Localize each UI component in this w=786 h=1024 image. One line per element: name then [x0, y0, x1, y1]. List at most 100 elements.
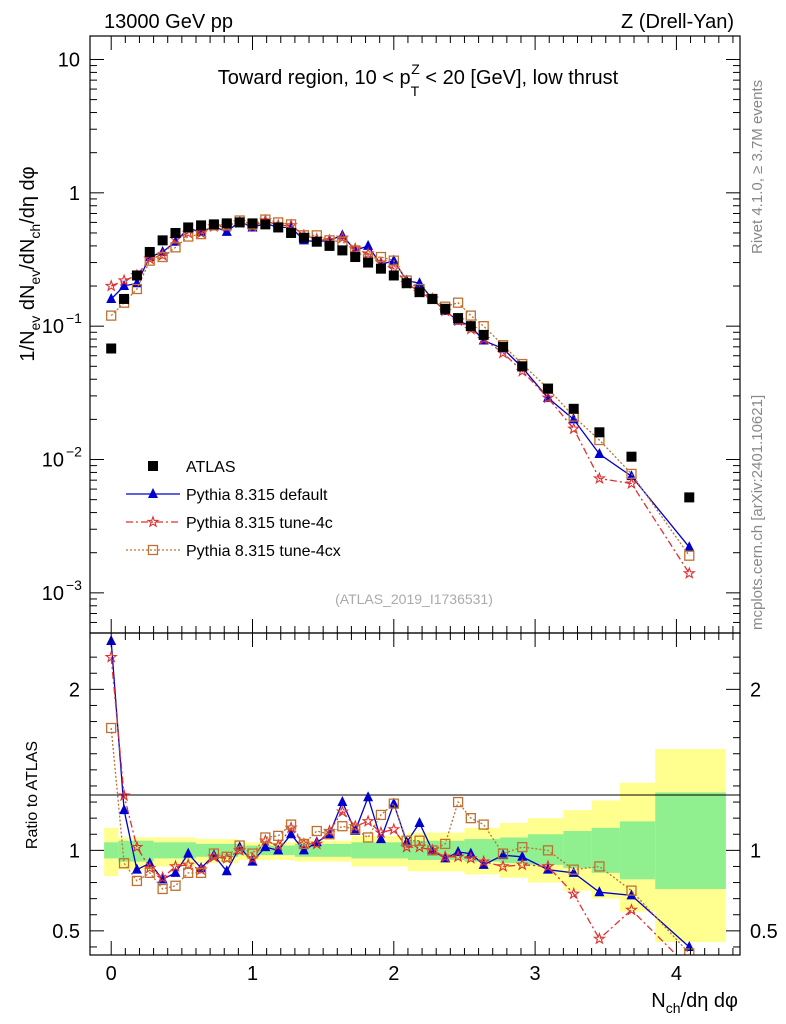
- main-point-atlas: [498, 341, 509, 352]
- rivet-version: Rivet 4.1.0, ≥ 3.7M events: [749, 80, 766, 254]
- ratio-point-pythia-8-315-default: [594, 886, 605, 897]
- ratio-axis-ticks: [90, 633, 740, 955]
- main-point-atlas: [337, 245, 348, 256]
- main-point-pythia-8-315-tune-4c: [592, 471, 606, 485]
- ratio-line-pythia-8-315-default: [110, 641, 690, 948]
- main-y-tick-label: 10: [42, 316, 64, 338]
- ratio-point-pythia-8-315-tune-4c: [310, 837, 324, 850]
- header-right: Z (Drell-Yan): [621, 11, 734, 33]
- ratio-point-pythia-8-315-default: [626, 889, 637, 900]
- main-point-atlas: [119, 293, 130, 304]
- main-y-tick-exponent: −2: [66, 444, 82, 460]
- ratio-point-pythia-8-315-tune-4c: [387, 822, 401, 836]
- main-point-atlas: [144, 246, 155, 257]
- ratio-point-pythia-8-315-default: [170, 866, 181, 877]
- ratio-point-pythia-8-315-tune-4cx: [478, 819, 489, 830]
- ratio-point-pythia-8-315-tune-4cx: [131, 875, 143, 887]
- main-y-tick-label: 10: [58, 49, 80, 71]
- ratio-point-pythia-8-315-default: [260, 841, 271, 852]
- main-point-pythia-8-315-tune-4c: [284, 218, 298, 231]
- ratio-point-pythia-8-315-tune-4cx: [324, 829, 335, 840]
- ratio-y-tick-label-left: 0.5: [52, 921, 80, 943]
- ratio-point-pythia-8-315-default: [363, 791, 374, 802]
- legend-marker-pythia-8-315-default: [148, 488, 158, 498]
- ratio-point-pythia-8-315-tune-4cx: [118, 858, 130, 869]
- main-y-axis-label: 1/Nev dNev/dNch/dη dφ: [17, 166, 43, 361]
- ratio-point-pythia-8-315-tune-4cx: [350, 824, 361, 835]
- main-point-atlas: [401, 278, 412, 289]
- ratio-point-pythia-8-315-tune-4cx: [234, 840, 245, 851]
- main-point-pythia-8-315-tune-4cx: [465, 310, 476, 321]
- ratio-point-pythia-8-315-tune-4c: [624, 903, 639, 916]
- mcplots-credit: mcplots.cern.ch [arXiv:2401.10621]: [749, 395, 766, 630]
- ratio-point-pythia-8-315-tune-4cx: [273, 830, 284, 842]
- ratio-y-tick-label-right: 1: [750, 840, 761, 862]
- ratio-point-pythia-8-315-tune-4c: [220, 851, 234, 864]
- main-point-atlas: [517, 361, 528, 372]
- legend-marker-atlas: [148, 461, 158, 471]
- main-point-atlas: [131, 270, 142, 281]
- ratio-point-pythia-8-315-tune-4cx: [144, 867, 155, 879]
- main-point-pythia-8-315-tune-4cx: [375, 251, 387, 263]
- main-point-atlas: [273, 222, 284, 233]
- main-point-atlas: [363, 257, 374, 268]
- analysis-id: (ATLAS_2019_I1736531): [335, 591, 493, 607]
- ratio-point-pythia-8-315-tune-4cx: [247, 848, 258, 859]
- ratio-point-pythia-8-315-tune-4c: [541, 859, 555, 873]
- main-point-atlas: [106, 343, 117, 354]
- main-point-atlas: [157, 235, 168, 246]
- ratio-point-pythia-8-315-default: [221, 865, 232, 876]
- ratio-point-pythia-8-315-tune-4cx: [684, 948, 695, 955]
- ratio-point-pythia-8-315-tune-4cx: [157, 883, 168, 895]
- ratio-point-pythia-8-315-tune-4cx: [170, 880, 181, 891]
- ratio-band-inner: [351, 842, 408, 859]
- main-point-atlas: [221, 218, 232, 229]
- ratio-point-pythia-8-315-tune-4cx: [594, 861, 605, 872]
- main-point-atlas: [626, 451, 637, 462]
- ratio-point-pythia-8-315-tune-4c: [284, 820, 298, 834]
- ratio-point-pythia-8-315-tune-4c: [361, 814, 375, 827]
- main-point-pythia-8-315-tune-4c: [567, 421, 581, 435]
- ratio-point-pythia-8-315-tune-4cx: [260, 832, 271, 843]
- main-point-atlas: [247, 218, 258, 229]
- main-y-tick-label: 10: [42, 583, 64, 605]
- main-y-tick-label: 10: [42, 450, 64, 472]
- main-point-pythia-8-315-tune-4cx: [684, 550, 695, 561]
- ratio-point-pythia-8-315-tune-4c: [181, 857, 195, 871]
- main-point-atlas: [478, 329, 489, 340]
- ratio-band-inner: [619, 821, 656, 880]
- ratio-point-pythia-8-315-tune-4cx: [465, 813, 476, 824]
- ratio-point-pythia-8-315-tune-4c: [143, 861, 157, 874]
- ratio-point-pythia-8-315-tune-4c: [592, 931, 607, 945]
- ratio-x-tick-label: 1: [247, 963, 258, 985]
- ratio-x-tick-label: 3: [530, 963, 541, 985]
- ratio-point-pythia-8-315-tune-4cx: [362, 832, 374, 843]
- main-point-pythia-8-315-tune-4c: [117, 273, 131, 287]
- ratio-point-pythia-8-315-tune-4c: [104, 650, 118, 663]
- ratio-point-pythia-8-315-tune-4c: [567, 886, 581, 900]
- main-title: Toward region, 10 < pTZ < 20 [GeV], low …: [218, 61, 619, 99]
- ratio-point-pythia-8-315-tune-4c: [258, 833, 273, 847]
- main-point-atlas: [234, 217, 245, 228]
- ratio-point-pythia-8-315-tune-4cx: [452, 796, 464, 808]
- ratio-point-pythia-8-315-default: [298, 844, 309, 855]
- main-point-pythia-8-315-default: [684, 541, 695, 552]
- ratio-point-pythia-8-315-tune-4cx: [375, 809, 387, 821]
- main-point-pythia-8-315-tune-4cx: [388, 255, 399, 266]
- main-point-atlas: [375, 263, 386, 274]
- main-point-pythia-8-315-tune-4cx: [157, 251, 168, 263]
- ratio-point-pythia-8-315-tune-4cx: [568, 864, 579, 875]
- ratio-point-pythia-8-315-tune-4cx: [208, 848, 220, 859]
- main-point-atlas: [568, 403, 579, 414]
- ratio-point-pythia-8-315-tune-4cx: [440, 838, 451, 850]
- main-point-atlas: [453, 313, 464, 324]
- main-point-pythia-8-315-tune-4c: [682, 566, 696, 579]
- ratio-point-pythia-8-315-tune-4cx: [626, 885, 637, 896]
- main-point-pythia-8-315-default: [106, 292, 117, 303]
- main-point-pythia-8-315-tune-4cx: [452, 297, 464, 308]
- ratio-point-pythia-8-315-tune-4c: [464, 851, 478, 864]
- ratio-point-pythia-8-315-tune-4c: [374, 825, 388, 839]
- ratio-point-pythia-8-315-tune-4c: [130, 840, 144, 853]
- ratio-band-inner: [104, 842, 119, 859]
